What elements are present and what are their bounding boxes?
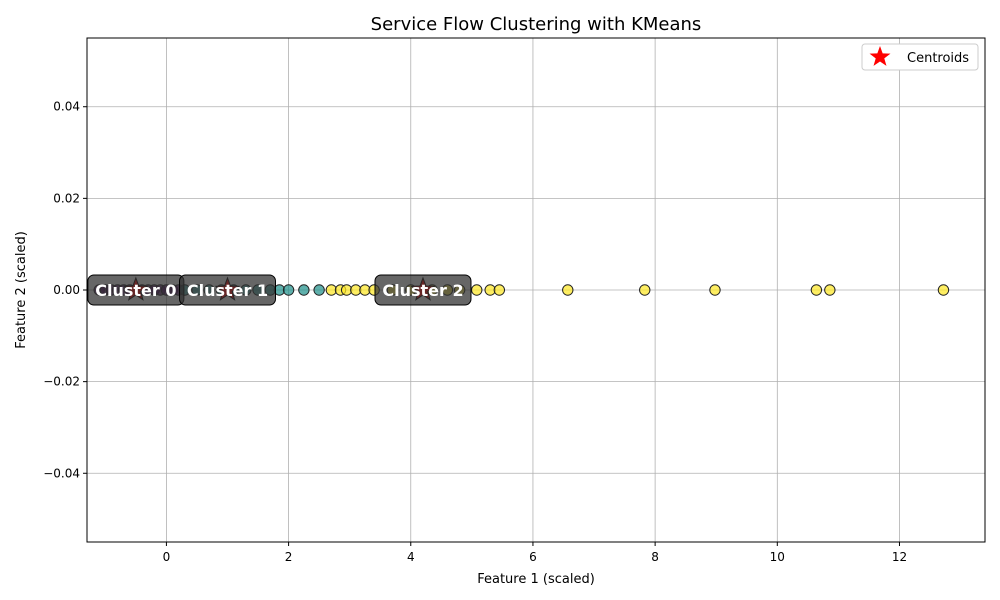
data-point-cluster-1: [298, 284, 310, 296]
data-point-cluster-2: [471, 284, 483, 296]
x-tick-label: 0: [163, 550, 171, 564]
y-tick-label: 0.00: [53, 283, 80, 297]
legend-centroid-marker: [869, 46, 891, 66]
y-axis-ticks: 0.04 0.02 0.00 −0.02 −0.04: [43, 100, 87, 480]
x-axis-ticks: 0 2 4 6 8 10 12: [163, 542, 907, 564]
legend-star-icon: [869, 46, 891, 66]
data-point-cluster-2: [562, 284, 574, 296]
y-tick-label: 0.04: [53, 100, 80, 114]
x-tick-label: 2: [285, 550, 293, 564]
x-tick-label: 8: [651, 550, 659, 564]
cluster-annotation-label: Cluster 1: [187, 281, 268, 300]
y-tick-label: 0.02: [53, 191, 80, 205]
cluster-annotation-label: Cluster 0: [95, 281, 176, 300]
cluster-annotation-box: [374, 274, 472, 306]
y-axis-label: Feature 2 (scaled): [14, 231, 29, 349]
x-tick-label: 12: [892, 550, 907, 564]
cluster-annotation-box: [179, 274, 277, 306]
data-point-cluster-2: [810, 284, 823, 296]
x-tick-label: 4: [407, 550, 415, 564]
data-point-cluster-1: [282, 284, 295, 296]
data-point-cluster-1: [313, 284, 325, 296]
legend-box: [861, 43, 979, 71]
cluster-annotation-label: Cluster 2: [382, 281, 463, 300]
data-point-cluster-2: [639, 284, 651, 296]
cluster-annotations: Cluster 0 Cluster 1 Cluster 2: [87, 274, 472, 306]
data-point-cluster-2: [493, 284, 506, 296]
y-tick-label: −0.02: [43, 375, 80, 389]
data-point-cluster-2: [937, 284, 950, 296]
legend: Centroids: [861, 43, 979, 71]
chart-title: Service Flow Clustering with KMeans: [371, 14, 702, 35]
x-tick-label: 10: [770, 550, 785, 564]
data-point-cluster-2: [824, 284, 836, 296]
x-tick-label: 6: [529, 550, 537, 564]
y-tick-label: −0.04: [43, 466, 80, 480]
x-axis-label: Feature 1 (scaled): [477, 572, 595, 587]
data-point-cluster-2: [709, 284, 721, 296]
legend-label-centroids: Centroids: [907, 51, 969, 66]
